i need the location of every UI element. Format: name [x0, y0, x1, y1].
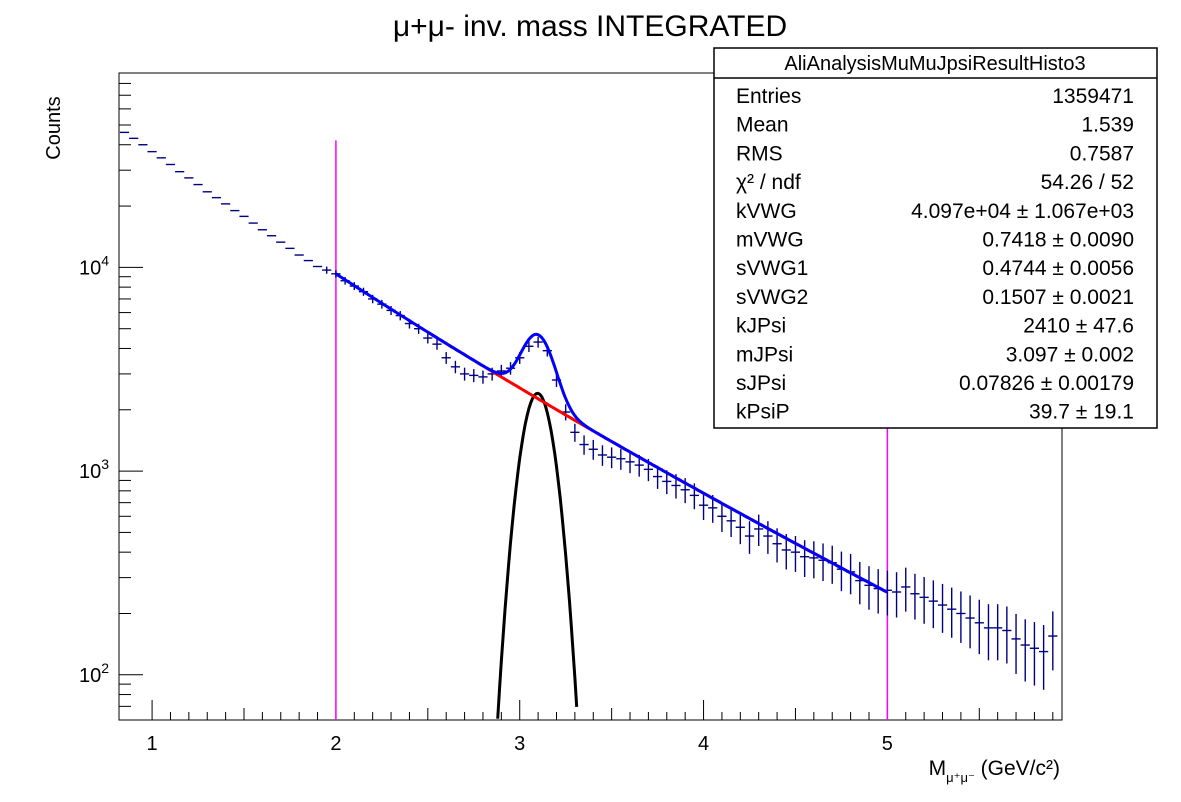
data-point	[579, 435, 589, 455]
chart-title: μ+μ- inv. mass INTEGRATED	[393, 10, 787, 43]
x-tick-label: 5	[882, 733, 893, 755]
data-point	[698, 492, 709, 520]
data-point	[423, 332, 433, 344]
stats-row-value: 0.7418 ± 0.0090	[982, 229, 1134, 252]
data-point	[910, 573, 920, 620]
data-point	[1039, 624, 1049, 690]
total-fit-curve	[335, 272, 889, 594]
stats-row-label: RMS	[736, 142, 783, 165]
axes: 1 2 3 4 5 102 103 104	[79, 72, 1054, 755]
data-point	[1002, 606, 1012, 664]
data-point	[625, 451, 635, 474]
y-axis-label: Counts	[43, 96, 65, 159]
stats-row-label: sVWG2	[736, 286, 808, 309]
x-tick-label: 3	[514, 733, 525, 755]
data-point	[983, 604, 994, 661]
data-point	[459, 367, 470, 381]
y-tick-label: 102	[79, 660, 109, 687]
stats-row-label: sJPsi	[736, 372, 786, 395]
data-point	[1011, 613, 1021, 674]
data-point	[1029, 622, 1040, 686]
stats-row-label: kJPsi	[736, 315, 786, 338]
data-point	[754, 514, 764, 547]
data-point	[818, 543, 828, 582]
stats-row-label: kVWG	[736, 200, 797, 223]
data-point	[947, 587, 957, 638]
x-axis-label: Mμ⁺μ⁻ (GeV/c²)	[929, 757, 1060, 785]
data-point	[726, 507, 736, 538]
data-point	[652, 465, 663, 489]
stats-box: AliAnalysisMuMuJpsiResultHisto3 Entries 1…	[713, 47, 1158, 429]
data-point	[469, 369, 479, 383]
data-point	[597, 445, 608, 466]
data-point	[533, 336, 543, 348]
data-point	[993, 604, 1003, 661]
data-point	[882, 570, 892, 616]
data-point	[901, 567, 911, 612]
stats-row-value: 3.097 ± 0.002	[1006, 343, 1134, 366]
data-point	[864, 566, 874, 610]
data-point	[891, 572, 902, 618]
stats-row-value: 0.7587	[1070, 142, 1134, 165]
data-point	[974, 599, 984, 655]
stats-row-label: Mean	[736, 114, 789, 137]
fit-curves	[335, 272, 889, 719]
data-point	[809, 541, 819, 579]
stats-row-value: 0.1507 ± 0.0021	[982, 286, 1134, 309]
data-point	[919, 577, 929, 624]
data-point	[588, 439, 598, 460]
stats-row-value: 2410 ± 47.6	[1023, 315, 1134, 338]
stats-row-label: kPsiP	[736, 401, 790, 424]
data-point	[478, 370, 488, 384]
stats-row-value: 39.7 ± 19.1	[1029, 401, 1134, 424]
x-tick-label: 4	[698, 733, 709, 755]
stats-row-value: 54.26 / 52	[1041, 171, 1134, 194]
data-point	[322, 266, 332, 274]
stats-row-label: χ² / ndf	[736, 171, 801, 194]
y-tick-label: 104	[79, 252, 109, 279]
data-point	[450, 360, 460, 374]
data-point	[441, 352, 451, 364]
data-point	[607, 447, 617, 469]
data-point	[744, 521, 755, 554]
stats-row-label: sVWG1	[736, 257, 808, 280]
data-points	[119, 131, 1058, 690]
data-point	[956, 591, 966, 643]
data-point	[1020, 619, 1030, 682]
stats-box-title: AliAnalysisMuMuJpsiResultHisto3	[784, 53, 1085, 75]
data-point	[836, 551, 847, 592]
stats-row-value: 4.097e+04 ± 1.067e+03	[911, 200, 1134, 223]
data-point	[570, 423, 580, 442]
data-point	[616, 448, 626, 470]
data-point	[717, 502, 727, 533]
signal-fit-curve	[496, 391, 579, 719]
data-point	[873, 569, 883, 614]
data-point	[855, 561, 865, 605]
stats-row-label: Entries	[736, 85, 801, 108]
stats-row-value: 0.4744 ± 0.0056	[982, 257, 1134, 280]
stats-row-value: 0.07826 ± 0.00179	[959, 372, 1134, 395]
stats-row-label: mJPsi	[736, 343, 793, 366]
y-tick-label: 103	[79, 456, 109, 483]
stats-row-value: 1.539	[1081, 114, 1134, 137]
data-point	[1048, 611, 1058, 671]
data-point	[965, 595, 975, 649]
x-tick-label: 1	[147, 733, 158, 755]
data-point	[928, 580, 938, 629]
data-point	[432, 338, 442, 350]
x-tick-label: 2	[330, 733, 341, 755]
stats-row-label: mVWG	[736, 229, 804, 252]
data-point	[800, 540, 810, 578]
data-point	[937, 583, 948, 633]
stats-row-value: 1359471	[1052, 85, 1134, 108]
data-point	[735, 513, 745, 545]
data-point	[763, 521, 773, 554]
